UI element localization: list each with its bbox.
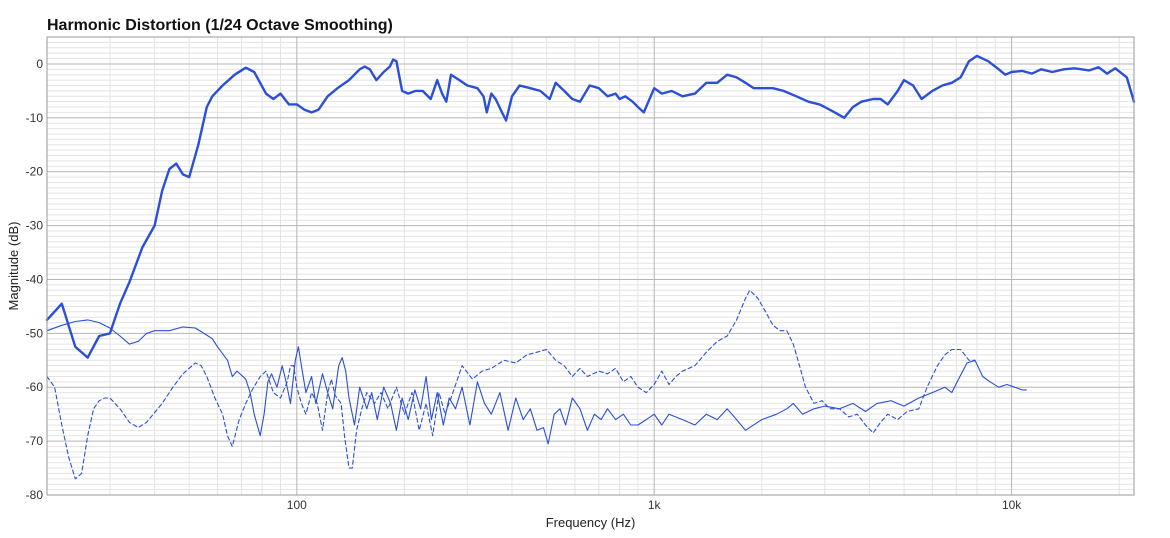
tick-labels: 0 -10 -20 -30 -40 -50 -60 -70 -80 100 1k 10k	[26, 57, 1023, 512]
series-layer	[45, 54, 1136, 480]
y-tick-label: -10	[26, 111, 44, 125]
x-tick-label: 10k	[1002, 498, 1022, 512]
series-fundamental-line	[45, 54, 1136, 359]
chart-title: Harmonic Distortion (1/24 Octave Smoothi…	[47, 17, 393, 34]
x-tick-label: 1k	[648, 498, 662, 512]
y-tick-label: -60	[26, 380, 44, 394]
grid-lines	[46, 36, 1134, 496]
y-axis-label: Magnitude (dB)	[6, 222, 21, 311]
y-tick-label: -70	[26, 434, 44, 448]
series-dashed-line	[46, 289, 976, 480]
y-tick-label: -20	[26, 165, 44, 179]
series-solid-thin-line	[46, 319, 1027, 445]
y-tick-label: -50	[26, 326, 44, 340]
y-tick-label: -40	[26, 272, 44, 286]
x-axis-label: Frequency (Hz)	[546, 515, 636, 530]
y-tick-label: -30	[26, 219, 44, 233]
plot-frame	[46, 36, 1135, 496]
x-tick-label: 100	[287, 498, 307, 512]
y-tick-label: -80	[26, 488, 44, 502]
y-tick-label: 0	[36, 57, 43, 71]
